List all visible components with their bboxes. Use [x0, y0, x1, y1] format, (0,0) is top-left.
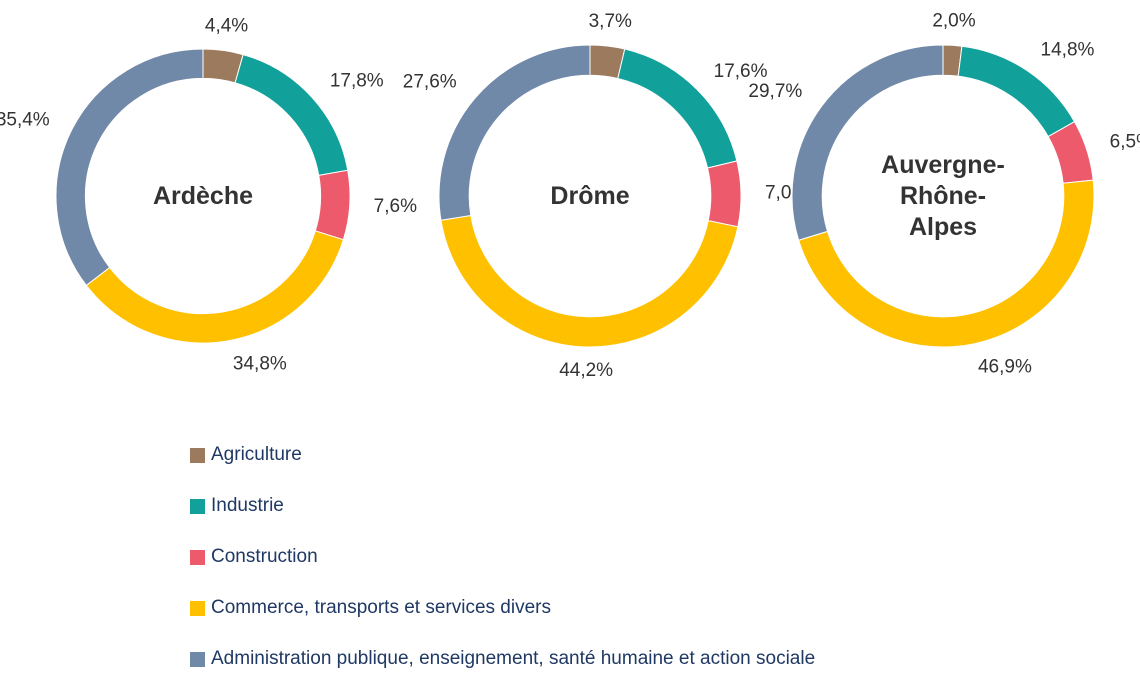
legend-swatch	[190, 651, 205, 667]
donut-segment	[314, 169, 351, 241]
value-label: 14,8%	[1041, 40, 1095, 61]
donut-segment	[85, 230, 344, 344]
legend-label: Commerce, transports et services divers	[211, 597, 551, 618]
value-label: 7,6%	[374, 196, 417, 217]
legend-swatch	[190, 498, 205, 514]
value-label: 27,6%	[403, 72, 457, 93]
legend-swatch	[190, 549, 205, 565]
value-label: 6,5%	[1110, 132, 1140, 153]
legend-label: Industrie	[211, 495, 284, 516]
value-label: 17,6%	[714, 61, 768, 82]
legend-swatch	[190, 447, 205, 463]
legend-item: Administration publique, enseignement, s…	[190, 648, 815, 670]
legend-item: Construction	[190, 546, 318, 568]
legend-label: Construction	[211, 546, 318, 567]
legend-label: Administration publique, enseignement, s…	[211, 648, 816, 669]
legend-item: Commerce, transports et services divers	[190, 597, 551, 619]
value-label: 4,4%	[205, 16, 248, 37]
chart-center-title: Ardèche	[152, 181, 254, 210]
value-label: 34,8%	[233, 353, 287, 374]
donut-segment	[706, 160, 742, 228]
value-label: 17,8%	[330, 70, 384, 91]
chart-center-title: Drôme	[550, 181, 630, 210]
donut-segment	[797, 179, 1095, 348]
donut-segment	[55, 48, 204, 287]
value-label: 2,0%	[932, 10, 975, 31]
chart-center-title: Auvergne-Rhône-Alpes	[881, 150, 1005, 241]
legend-label: Agriculture	[211, 444, 302, 465]
legend-item: Agriculture	[190, 444, 302, 466]
value-label: 29,7%	[748, 81, 802, 102]
value-label: 44,2%	[559, 360, 613, 381]
value-label: 46,9%	[978, 356, 1032, 377]
donut-segment	[791, 44, 944, 241]
value-label: 35,4%	[0, 109, 50, 130]
legend-item: Industrie	[190, 495, 284, 517]
donut-segment	[438, 44, 591, 221]
donut-segment	[440, 214, 739, 348]
legend-swatch	[190, 600, 205, 616]
value-label: 3,7%	[589, 11, 632, 32]
